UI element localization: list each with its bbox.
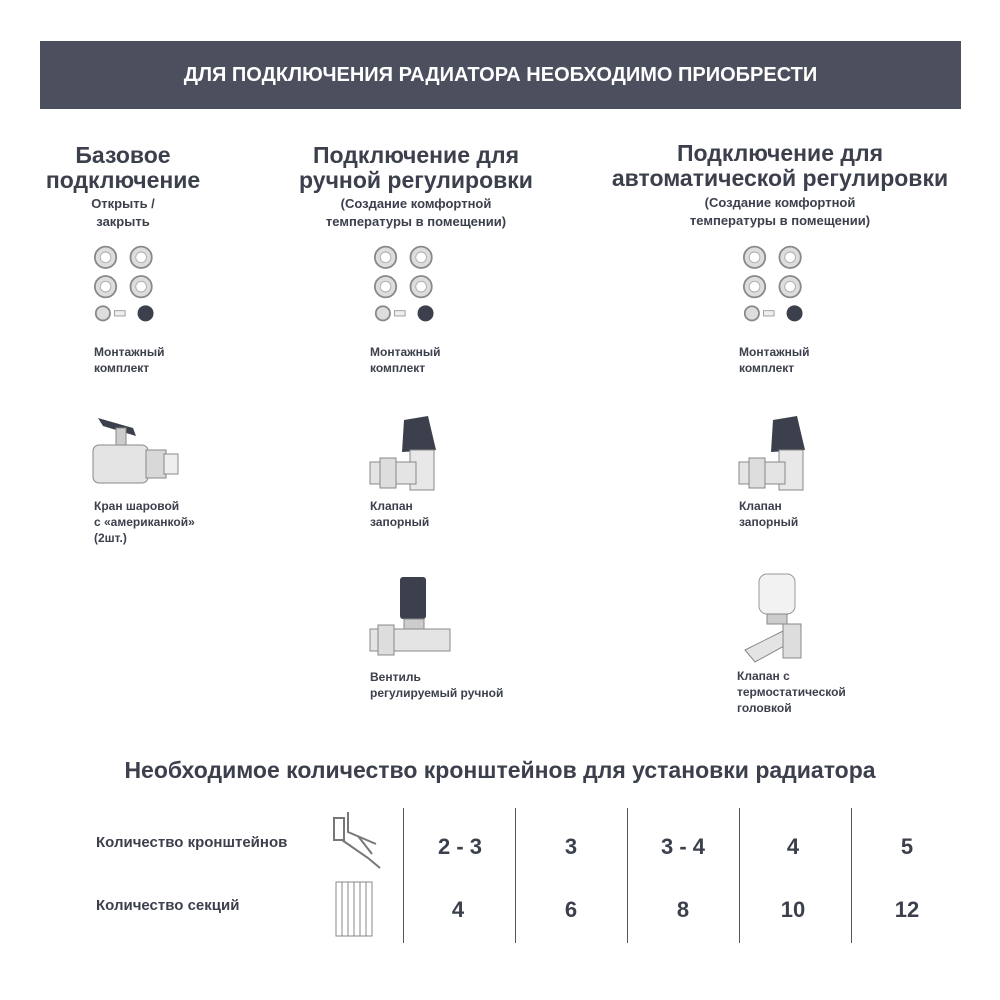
column-divider bbox=[851, 808, 852, 943]
label-line: запорный bbox=[739, 515, 799, 529]
column-divider bbox=[515, 808, 516, 943]
column-1-title: Базовое подключение bbox=[20, 143, 226, 193]
mounting-kit-icon bbox=[94, 245, 154, 322]
label-line: головкой bbox=[737, 701, 792, 715]
label-line: Монтажный bbox=[94, 345, 165, 359]
subtitle-line: температуры в помещении) bbox=[689, 213, 871, 228]
column-3-subtitle: (Создание комфортной температуры в помеще… bbox=[580, 194, 980, 230]
bracket-icon bbox=[333, 812, 381, 869]
item-label: Монтажный комплект bbox=[739, 344, 810, 376]
label-line: Клапан с bbox=[737, 669, 790, 683]
label-line: запорный bbox=[370, 515, 430, 529]
item-label: Кран шаровой с «американкой» (2шт.) bbox=[94, 498, 195, 546]
label-line: термостатической bbox=[737, 685, 846, 699]
label-line: Кран шаровой bbox=[94, 499, 180, 513]
brackets-value: 3 - 4 bbox=[660, 834, 706, 859]
title-line: Подключение для bbox=[312, 142, 520, 168]
item-label: Монтажный комплект bbox=[94, 344, 165, 376]
sections-value: 8 bbox=[676, 897, 690, 922]
item-label: Клапан запорный bbox=[370, 498, 429, 530]
shutoff-valve-icon bbox=[738, 416, 805, 491]
header-banner: ДЛЯ ПОДКЛЮЧЕНИЯ РАДИАТОРА НЕОБХОДИМО ПРИ… bbox=[40, 41, 961, 109]
brackets-value: 2 - 3 bbox=[437, 834, 483, 859]
mounting-kit-icon bbox=[743, 245, 803, 322]
label-line: Вентиль bbox=[370, 670, 421, 684]
subtitle-line: закрыть bbox=[96, 214, 150, 229]
brackets-value: 3 bbox=[564, 834, 578, 859]
label-line: комплект bbox=[739, 361, 795, 375]
sections-value: 12 bbox=[894, 897, 920, 922]
label-line: комплект bbox=[94, 361, 150, 375]
label-line: регулируемый ручной bbox=[370, 686, 504, 700]
sections-value: 10 bbox=[780, 897, 806, 922]
column-2-subtitle: (Создание комфортной температуры в помеще… bbox=[266, 195, 566, 231]
subtitle-line: (Создание комфортной bbox=[340, 196, 492, 211]
ball-valve-icon bbox=[92, 418, 179, 484]
label-line: Клапан bbox=[370, 499, 413, 513]
brackets-title: Необходимое количество кронштейнов для у… bbox=[124, 757, 876, 783]
title-line: подключение bbox=[45, 167, 201, 193]
manual-valve-icon bbox=[369, 577, 451, 656]
title-line: автоматической регулировки bbox=[611, 165, 949, 191]
column-1-subtitle: Открыть / закрыть bbox=[20, 195, 226, 231]
column-2-title: Подключение для ручной регулировки bbox=[266, 143, 566, 193]
item-label: Вентиль регулируемый ручной bbox=[370, 669, 503, 701]
label-line: Клапан bbox=[739, 499, 782, 513]
title-line: Базовое bbox=[75, 142, 171, 168]
title-line: ручной регулировки bbox=[299, 167, 533, 193]
column-divider bbox=[627, 808, 628, 943]
radiator-icon bbox=[335, 881, 373, 937]
subtitle-line: температуры в помещении) bbox=[325, 214, 507, 229]
row-label-brackets: Количество кронштейнов bbox=[96, 834, 288, 851]
sections-value: 4 bbox=[451, 897, 465, 922]
sections-value: 6 bbox=[564, 897, 578, 922]
column-divider bbox=[403, 808, 404, 943]
item-label: Клапан запорный bbox=[739, 498, 798, 530]
row-label-sections: Количество секций bbox=[96, 897, 240, 914]
label-line: Монтажный bbox=[370, 345, 441, 359]
label-line: Монтажный bbox=[739, 345, 810, 359]
thermostatic-valve-icon bbox=[744, 573, 802, 663]
item-label: Клапан с термостатической головкой bbox=[737, 668, 846, 716]
mounting-kit-icon bbox=[374, 245, 434, 322]
title-line: Подключение для bbox=[676, 140, 884, 166]
brackets-value: 4 bbox=[786, 834, 800, 859]
label-line: с «американкой» bbox=[94, 515, 195, 529]
brackets-value: 5 bbox=[900, 834, 914, 859]
column-divider bbox=[739, 808, 740, 943]
subtitle-line: Открыть / bbox=[91, 196, 155, 211]
column-3-title: Подключение для автоматической регулировк… bbox=[580, 141, 980, 191]
item-label: Монтажный комплект bbox=[370, 344, 441, 376]
label-line: (2шт.) bbox=[94, 531, 127, 545]
label-line: комплект bbox=[370, 361, 426, 375]
subtitle-line: (Создание комфортной bbox=[704, 195, 856, 210]
shutoff-valve-icon bbox=[369, 416, 436, 491]
